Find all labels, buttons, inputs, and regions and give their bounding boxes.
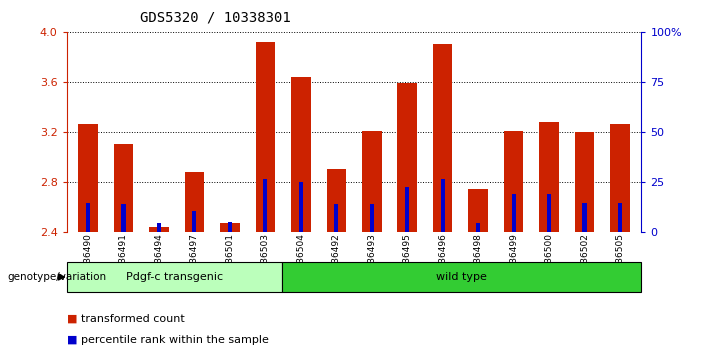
Bar [618,203,622,232]
Bar [575,132,594,232]
Text: percentile rank within the sample: percentile rank within the sample [81,335,268,345]
Bar [440,179,445,232]
Bar [397,83,417,232]
Bar [405,187,409,232]
Text: Pdgf-c transgenic: Pdgf-c transgenic [125,272,223,282]
Bar [468,189,488,232]
Bar [327,169,346,232]
Bar [611,124,630,232]
Bar [121,204,125,232]
Bar [583,203,587,232]
Bar [291,77,311,232]
Text: genotype/variation: genotype/variation [7,272,106,282]
Bar [228,222,232,232]
Bar [512,194,516,232]
Bar [78,124,97,232]
Bar [504,131,524,232]
Bar [184,172,204,232]
Text: transformed count: transformed count [81,314,184,324]
Text: ■: ■ [67,314,77,324]
Bar [476,223,480,232]
Bar [256,42,275,232]
Bar [114,144,133,232]
Bar [220,223,240,232]
Bar [86,203,90,232]
Bar [362,131,381,232]
Text: wild type: wild type [436,272,487,282]
Bar [299,182,303,232]
Bar [192,211,196,232]
Bar [157,223,161,232]
Text: ■: ■ [67,335,77,345]
Text: GDS5320 / 10338301: GDS5320 / 10338301 [140,11,291,25]
Bar [149,227,169,232]
Bar [539,122,559,232]
Bar [369,204,374,232]
Bar [334,204,339,232]
Bar [263,179,268,232]
Bar [433,44,452,232]
Bar [547,194,551,232]
